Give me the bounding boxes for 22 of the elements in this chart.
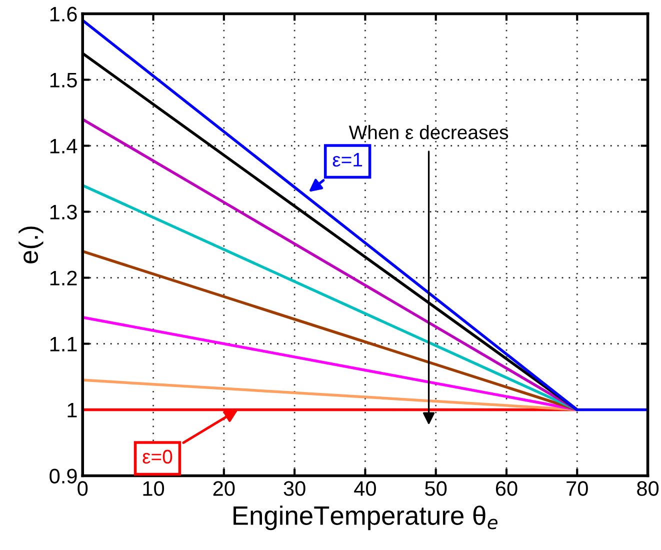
x-tick-label: 70 (566, 481, 588, 496)
x-tick-label: 20 (213, 481, 235, 496)
annotation: ε=1 (332, 153, 362, 167)
y-tick-label: 1.6 (50, 6, 77, 22)
x-tick-label: 0 (78, 481, 88, 496)
y-tick-label: 1.3 (50, 204, 77, 220)
y-tick-label: 1 (68, 402, 77, 418)
y-tick-label: 1.5 (50, 72, 77, 88)
x-tick-label: 80 (637, 481, 659, 496)
y-tick-label: 1.1 (50, 336, 77, 352)
x-tick-label: 40 (354, 481, 376, 496)
y-tick-label: 0.9 (50, 468, 77, 484)
y-axis-title: e(.) (18, 226, 44, 264)
x-tick-label: 10 (143, 481, 164, 496)
x-tick-label: 30 (284, 481, 306, 496)
y-tick-label: 1.2 (50, 270, 77, 286)
annotation: ε=0 (142, 450, 172, 464)
y-tick-label: 1.4 (50, 138, 78, 154)
annotation: When ε decreases (348, 124, 508, 140)
x-tick-label: 50 (425, 481, 447, 496)
x-tick-label: 60 (496, 481, 518, 496)
x-axis-title: EngineTemperature θ$_{e}$ (234, 506, 498, 530)
